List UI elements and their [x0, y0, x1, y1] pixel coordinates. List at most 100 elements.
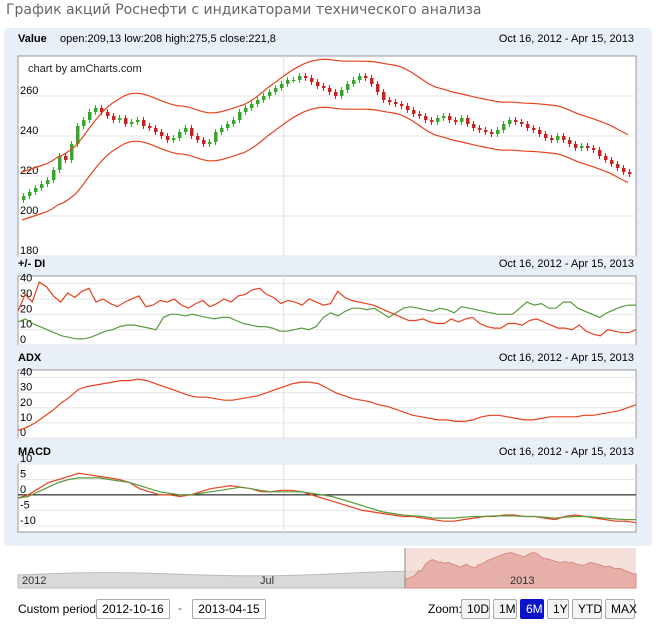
page-title: График акций Роснефти с индикаторами тех… — [6, 2, 482, 18]
candle-down — [190, 128, 194, 136]
panel-value — [17, 55, 637, 257]
candle-up — [226, 124, 230, 128]
upper-band-line — [21, 58, 629, 173]
candle-down — [100, 108, 104, 112]
candle-up — [34, 188, 38, 192]
candle-down — [610, 160, 614, 164]
candle-down — [538, 130, 542, 134]
candle-down — [526, 124, 530, 128]
candle-down — [148, 126, 152, 128]
date-range-label: Oct 16, 2012 - Apr 15, 2013 — [499, 446, 634, 458]
candle-up — [292, 80, 296, 81]
candle-down — [400, 104, 404, 106]
y-tick-label: 240 — [20, 125, 38, 137]
series-line-signal — [17, 477, 636, 521]
y-tick-label: -10 — [20, 515, 36, 527]
candle-up — [580, 146, 584, 148]
panel-plot-area — [17, 275, 637, 346]
candle-down — [598, 150, 602, 156]
panel-title: MACD — [18, 446, 51, 458]
candle-up — [340, 90, 344, 96]
zoom-1m-button[interactable]: 1M — [493, 599, 517, 619]
candle-down — [316, 82, 320, 86]
series-line-di — [17, 281, 637, 337]
candle-down — [106, 112, 110, 116]
candle-up — [352, 80, 356, 84]
candle-up — [508, 120, 512, 124]
y-tick-label: 30 — [20, 288, 32, 300]
candle-down — [454, 120, 458, 122]
navigator-label-2013: 2013 — [510, 575, 534, 587]
y-tick-label: 5 — [20, 468, 26, 480]
date-range-label: Oct 16, 2012 - Apr 15, 2013 — [499, 258, 634, 270]
candle-up — [184, 128, 188, 132]
lower-band-line — [21, 106, 629, 221]
candle-up — [460, 118, 464, 122]
candle-down — [322, 86, 326, 88]
candle-down — [142, 120, 146, 126]
candle-down — [310, 78, 314, 82]
candle-down — [418, 114, 422, 116]
y-tick-label: 180 — [20, 245, 38, 257]
candle-up — [70, 144, 74, 160]
candle-down — [202, 140, 206, 144]
candle-up — [346, 84, 350, 90]
candle-up — [280, 84, 284, 88]
candle-down — [430, 120, 434, 122]
zoom-1y-button[interactable]: 1Y — [547, 599, 569, 619]
zoom-label: Zoom: — [428, 602, 463, 616]
candle-up — [298, 76, 302, 80]
candle-down — [364, 76, 368, 78]
candle-down — [64, 156, 68, 160]
candle-up — [502, 124, 506, 130]
candle-up — [52, 170, 56, 180]
candle-down — [448, 116, 452, 120]
candle-down — [490, 132, 494, 134]
candle-down — [160, 132, 164, 136]
end-date-input[interactable] — [192, 599, 266, 619]
candle-down — [562, 136, 566, 140]
candle-up — [130, 122, 134, 124]
candle-up — [556, 136, 560, 140]
candle-down — [376, 84, 380, 92]
y-tick-label: 20 — [20, 397, 32, 409]
navigator-selected-area — [404, 551, 637, 589]
candle-up — [46, 180, 50, 184]
zoom-10d-button[interactable]: 10D — [461, 599, 490, 619]
date-range-label: Oct 16, 2012 - Apr 15, 2013 — [499, 33, 634, 45]
y-tick-label: 10 — [20, 412, 32, 424]
y-tick-label: 20 — [20, 303, 32, 315]
y-tick-label: -5 — [20, 499, 30, 511]
candle-down — [424, 116, 428, 120]
candle-up — [496, 130, 500, 134]
start-date-input[interactable] — [96, 599, 170, 619]
y-tick-label: 200 — [20, 205, 38, 217]
zoom-6m-button[interactable]: 6M — [520, 599, 544, 619]
candle-up — [28, 192, 32, 196]
series-line-di — [17, 301, 636, 340]
candle-up — [58, 156, 62, 170]
candle-up — [76, 126, 80, 144]
candle-up — [442, 116, 446, 118]
zoom-max-button[interactable]: MAX — [605, 599, 637, 619]
ohlc-readout: open:209,13 low:208 high:275,5 close:221… — [60, 33, 276, 45]
y-tick-label: 10 — [20, 453, 32, 465]
candle-up — [22, 196, 26, 200]
date-range-label: Oct 16, 2012 - Apr 15, 2013 — [499, 352, 634, 364]
y-tick-label: 0 — [20, 427, 26, 439]
panel-title: +/- DI — [18, 258, 45, 270]
panel-title: ADX — [18, 352, 42, 364]
candle-down — [574, 144, 578, 148]
candle-up — [118, 118, 122, 120]
candle-down — [370, 78, 374, 84]
candle-up — [88, 112, 92, 120]
candle-down — [166, 136, 170, 140]
zoom-ytd-button[interactable]: YTD — [572, 599, 602, 619]
candle-up — [208, 142, 212, 144]
candle-down — [472, 124, 476, 128]
candle-down — [394, 102, 398, 104]
period-dash: - — [178, 601, 182, 615]
candle-down — [112, 116, 116, 120]
panel-plot-area — [17, 463, 637, 533]
